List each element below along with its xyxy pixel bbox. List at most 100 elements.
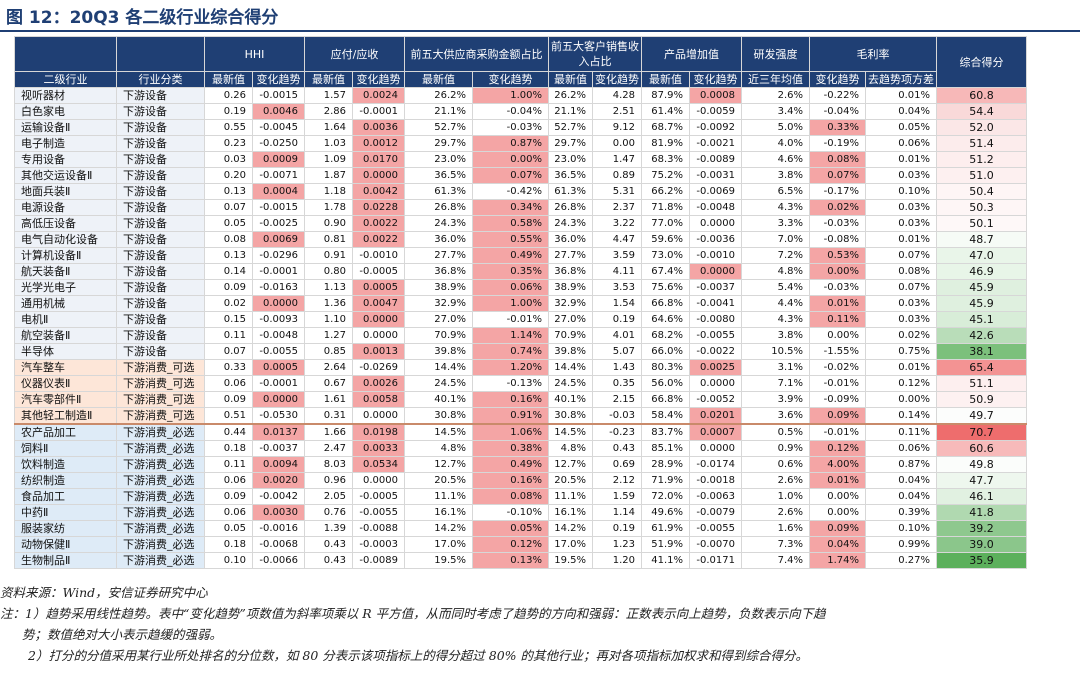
composite-score: 51.2	[936, 151, 1027, 168]
metric-cell: 1.74%	[809, 552, 866, 569]
industry-name: 电子制造	[14, 135, 117, 152]
metric-cell: 72.0%	[641, 488, 690, 505]
industry-category: 下游消费_必选	[116, 423, 205, 441]
industry-name: 农产品加工	[14, 423, 117, 441]
composite-score: 50.3	[936, 199, 1027, 216]
composite-score: 42.6	[936, 327, 1027, 344]
metric-cell: 0.09%	[809, 407, 866, 425]
metric-cell: -0.0037	[252, 440, 305, 457]
header-trend: 变化趋势	[809, 71, 866, 88]
metric-cell: 30.8%	[548, 407, 593, 425]
metric-cell: 14.4%	[404, 359, 473, 376]
metric-cell: 75.6%	[641, 279, 690, 296]
composite-score: 49.7	[936, 407, 1027, 425]
table-row: 其他轻工制造Ⅱ 下游消费_可选 0.51 -0.0530 0.31 0.0000 30.8%…	[14, 407, 1027, 425]
industry-name: 其他交运设备Ⅱ	[14, 167, 117, 184]
metric-cell: -0.0163	[252, 279, 305, 296]
industry-name: 汽车整车	[14, 359, 117, 376]
metric-cell: 11.1%	[404, 488, 473, 505]
metric-cell: 0.80	[304, 263, 353, 280]
composite-score: 65.4	[936, 359, 1027, 376]
metric-cell: 0.0000	[352, 167, 405, 184]
metric-cell: 0.43	[592, 440, 642, 457]
metric-cell: 80.3%	[641, 359, 690, 376]
metric-cell: 0.02%	[809, 199, 866, 216]
metric-cell: 32.9%	[404, 295, 473, 312]
industry-category: 下游消费_必选	[116, 456, 205, 473]
metric-cell: 0.0137	[252, 423, 305, 441]
metric-cell: 0.33%	[809, 119, 866, 136]
industry-category: 下游消费_必选	[116, 552, 205, 569]
metric-cell: 41.1%	[641, 552, 690, 569]
metric-cell: -0.0031	[689, 167, 742, 184]
figure-title-bar: 图 12：20Q3 各二级行业综合得分	[0, 0, 1080, 30]
metric-cell: 49.6%	[641, 504, 690, 521]
industry-name: 服装家纺	[14, 520, 117, 537]
metric-cell: 2.86	[304, 103, 353, 120]
metric-cell: 0.03%	[865, 167, 937, 184]
metric-cell: 0.07	[204, 343, 253, 360]
industry-name: 汽车零部件Ⅱ	[14, 391, 117, 408]
metric-cell: -0.01%	[809, 423, 866, 441]
metric-cell: 0.06%	[472, 279, 549, 296]
header-top5-customer: 前五大客户销售收入占比	[548, 36, 642, 72]
table-body: 视听器材 下游设备 0.26 -0.0015 1.57 0.0024 26.2% 1.00% 2…	[14, 87, 1027, 569]
metric-cell: 4.8%	[548, 440, 593, 457]
metric-cell: 0.0005	[352, 279, 405, 296]
metric-cell: 0.09	[204, 391, 253, 408]
metric-cell: 4.28	[592, 87, 642, 104]
table-row: 电源设备 下游设备 0.07 -0.0015 1.78 0.0228 26.8% 0.34% 2…	[14, 199, 1027, 216]
metric-cell: 14.5%	[404, 423, 473, 441]
industry-name: 中药Ⅱ	[14, 504, 117, 521]
metric-cell: 32.9%	[548, 295, 593, 312]
metric-cell: 0.0022	[352, 231, 405, 248]
metric-cell: 11.1%	[548, 488, 593, 505]
metric-cell: 3.22	[592, 215, 642, 232]
metric-cell: 1.09	[304, 151, 353, 168]
industry-category: 下游消费_必选	[116, 472, 205, 489]
metric-cell: 3.8%	[741, 167, 810, 184]
industry-category: 下游消费_必选	[116, 520, 205, 537]
metric-cell: 0.01%	[809, 295, 866, 312]
metric-cell: 0.01%	[865, 151, 937, 168]
metric-cell: -0.0530	[252, 407, 305, 425]
source-note: 资料来源：Wind，安信证券研究中心	[0, 585, 208, 600]
metric-cell: 5.4%	[741, 279, 810, 296]
metric-cell: 0.09	[204, 279, 253, 296]
metric-cell: 0.91%	[472, 407, 549, 425]
table-row: 半导体 下游设备 0.07 -0.0055 0.85 0.0013 39.8% 0.74% 39…	[14, 343, 1027, 360]
industry-category: 下游消费_可选	[116, 359, 205, 376]
header-trend: 变化趋势	[252, 71, 305, 88]
table-row: 食品加工 下游消费_必选 0.09 -0.0042 2.05 -0.0005 11.1% 0.…	[14, 488, 1027, 505]
metric-cell: 3.59	[592, 247, 642, 264]
notes-block: 资料来源：Wind，安信证券研究中心 注：1）趋势采用线性趋势。表中“变化趋势”…	[0, 582, 1080, 666]
metric-cell: -0.02%	[809, 359, 866, 376]
metric-cell: 2.64	[304, 359, 353, 376]
metric-cell: 0.16%	[472, 472, 549, 489]
metric-cell: 0.08	[204, 231, 253, 248]
header-hhi: HHI	[204, 36, 305, 72]
composite-score: 38.1	[936, 343, 1027, 360]
metric-cell: 0.26	[204, 87, 253, 104]
metric-cell: -0.0092	[689, 119, 742, 136]
metric-cell: 52.7%	[548, 119, 593, 136]
header-trend: 变化趋势	[472, 71, 549, 88]
table-row: 饮料制造 下游消费_必选 0.11 0.0094 8.03 0.0534 12.7% 0.49…	[14, 456, 1027, 473]
metric-cell: 0.00%	[809, 488, 866, 505]
metric-cell: 1.14%	[472, 327, 549, 344]
metric-cell: 26.8%	[548, 199, 593, 216]
metric-cell: -0.22%	[809, 87, 866, 104]
metric-cell: 0.0008	[689, 87, 742, 104]
composite-score: 46.1	[936, 488, 1027, 505]
metric-cell: 26.2%	[404, 87, 473, 104]
metric-cell: 24.3%	[548, 215, 593, 232]
composite-score: 47.0	[936, 247, 1027, 264]
industry-name: 白色家电	[14, 103, 117, 120]
metric-cell: 0.03%	[865, 295, 937, 312]
metric-cell: 81.9%	[641, 135, 690, 152]
header-latest: 最新值	[304, 71, 353, 88]
metric-cell: 27.7%	[548, 247, 593, 264]
metric-cell: 28.9%	[641, 456, 690, 473]
metric-cell: 0.39%	[865, 504, 937, 521]
metric-cell: -0.0059	[689, 103, 742, 120]
